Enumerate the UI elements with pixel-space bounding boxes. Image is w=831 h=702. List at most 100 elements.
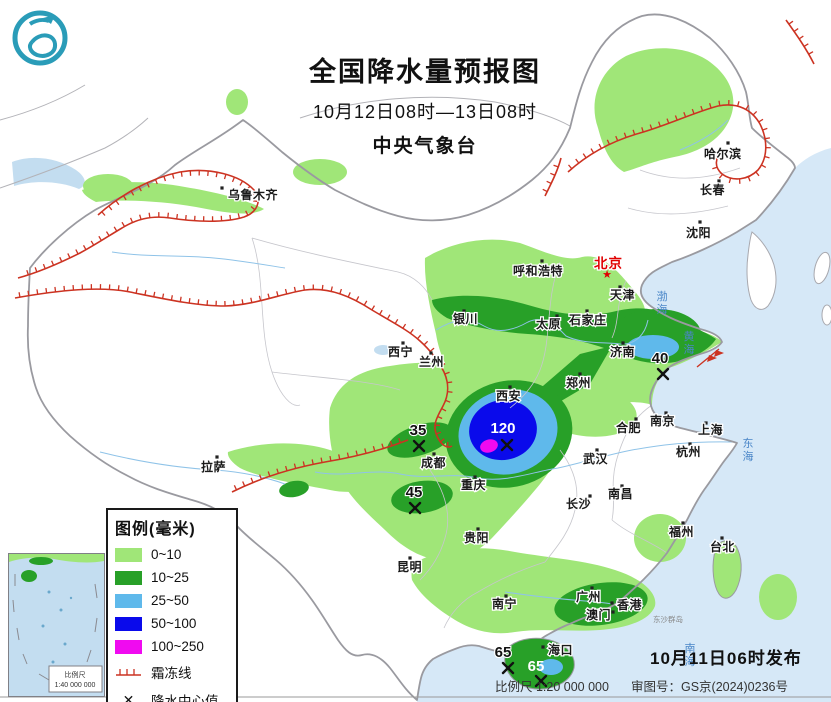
precip-center-icon: ✕	[122, 691, 135, 702]
frost-line-tick	[259, 474, 262, 480]
frost-line-tick	[803, 43, 809, 47]
frost-line-tick	[148, 212, 151, 218]
sea-label: 东海	[743, 437, 754, 463]
frost-line-tick	[329, 455, 332, 462]
city-dot	[611, 610, 615, 614]
frost-line-tick	[246, 185, 251, 191]
qinghai-lake	[374, 345, 392, 355]
frost-line-tick	[683, 112, 687, 118]
city-label: 兰州	[419, 354, 444, 369]
frost-line-tick	[18, 292, 21, 298]
city-label: 广州	[576, 589, 601, 604]
city-label: 南宁	[492, 596, 517, 611]
frost-line-tick	[138, 186, 142, 192]
city-label: 天津	[610, 287, 635, 302]
frost-line-tick	[736, 101, 740, 107]
city-dot	[590, 586, 594, 590]
frost-line-tick	[761, 164, 767, 169]
frost-line-tick	[718, 173, 724, 179]
frost-line-tick	[398, 437, 402, 444]
frost-line-tick	[231, 176, 236, 183]
city-label: 台北	[710, 539, 735, 554]
frost-line-tick	[36, 289, 39, 295]
frost-line-tick	[207, 170, 209, 177]
frost-line-tick	[284, 288, 288, 295]
sea-label: 南海	[685, 642, 696, 668]
city-label: 济南	[610, 344, 635, 359]
frost-line-tick	[658, 121, 661, 127]
frost-line-tick	[26, 269, 29, 276]
frost-line-tick	[90, 240, 95, 246]
frost-line-tick	[793, 28, 799, 32]
city-label: 合肥	[616, 420, 641, 435]
frost-line-tick	[267, 293, 270, 299]
city-dot	[595, 448, 599, 452]
frost-line-tick	[233, 485, 238, 491]
frost-line-tick	[338, 454, 341, 460]
city-label: 石家庄	[568, 312, 607, 327]
legend-title: 图例(毫米)	[115, 521, 196, 538]
legend-frost-row: 霜冻线	[115, 662, 229, 682]
frost-line-tick	[708, 103, 712, 109]
frost-line-icon	[116, 669, 141, 676]
city-dot	[220, 186, 224, 190]
rivers	[99, 119, 734, 605]
frost-line-tick	[752, 110, 758, 116]
frost-line-tick	[302, 285, 305, 291]
cma-logo	[10, 8, 70, 68]
legend-item-label: 25~50	[151, 593, 189, 608]
frost-line-tick	[798, 35, 804, 40]
frost-line-tick	[144, 290, 147, 296]
city-label: 银川	[453, 311, 478, 326]
frost-line-tick	[394, 318, 399, 324]
frost-line-tick	[321, 284, 324, 291]
city-dot	[717, 179, 721, 183]
frost-line-tick	[130, 190, 135, 196]
city-label: 南京	[650, 413, 675, 428]
frost-line-tick	[245, 210, 249, 216]
frost-line-tick	[441, 407, 447, 412]
legend-item-label: 100~250	[151, 639, 204, 654]
city-label: 澳门	[586, 607, 611, 622]
frost-line-tick	[27, 290, 30, 296]
frost-line-tick	[447, 391, 453, 393]
precip-center-value: 40	[652, 350, 669, 367]
capital-star-icon: ★	[602, 269, 612, 281]
city-label: 武汉	[583, 451, 609, 466]
frost-line-tick	[346, 452, 350, 458]
frost-line-tick	[101, 211, 106, 216]
cma-logo-icon	[12, 10, 68, 66]
frost-line-tick	[75, 249, 79, 255]
city-dot	[429, 351, 433, 355]
frost-line-tick	[258, 295, 262, 301]
frost-line-tick	[755, 171, 760, 177]
frost-line-tick	[122, 195, 127, 201]
frost-line-tick	[550, 172, 556, 176]
frost-line-tick	[788, 20, 794, 25]
city-label: 太原	[536, 316, 561, 331]
frost-line-tick	[355, 450, 358, 456]
agency-name: 中央气象台	[372, 136, 478, 157]
city-dot	[704, 421, 708, 425]
city-dot	[401, 341, 405, 345]
city-dot	[688, 442, 692, 446]
frost-line-tick	[146, 182, 150, 188]
inset-scale-value: 1:40 000 000	[55, 682, 96, 689]
frost-line-tick	[293, 463, 297, 469]
frost-line-tick	[568, 164, 573, 170]
frost-line-tick	[251, 192, 257, 196]
frost-line-tick	[51, 260, 55, 266]
city-label: 长沙	[566, 496, 591, 511]
city-label: 郑州	[566, 375, 591, 390]
frost-line-tick	[171, 173, 175, 179]
frost-line-tick	[423, 340, 429, 346]
frost-line-tick	[276, 468, 279, 474]
frost-line	[785, 19, 815, 65]
city-label: 上海	[698, 422, 723, 437]
frost-line-tick	[435, 431, 442, 435]
city-label: 西安	[496, 388, 521, 403]
approval-number: 审图号：GS京(2024)0236号	[630, 680, 788, 694]
taiwan-island	[712, 540, 742, 599]
frost-line-tick	[440, 362, 446, 367]
